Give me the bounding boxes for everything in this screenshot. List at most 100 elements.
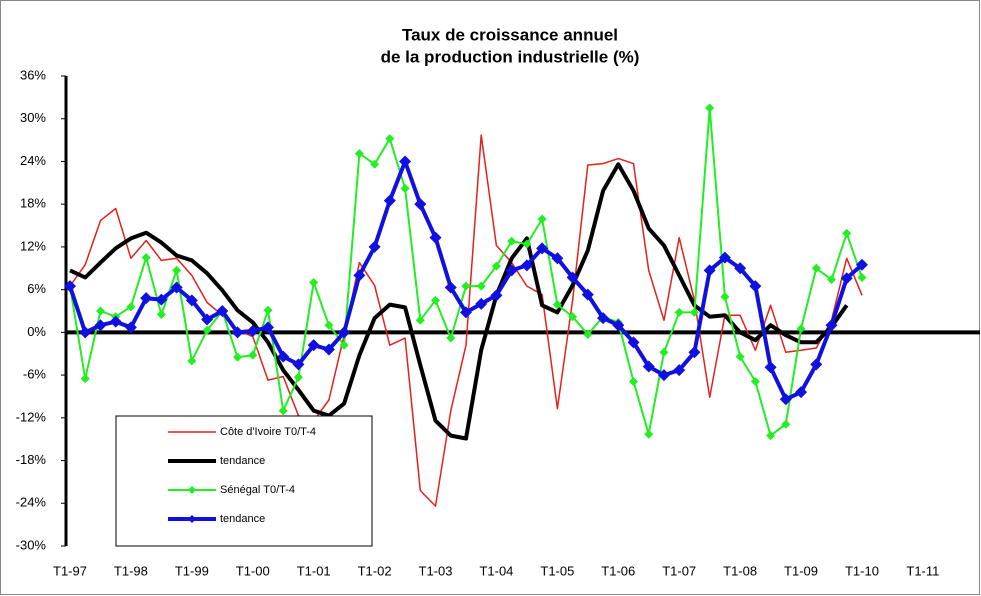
marker bbox=[705, 103, 715, 113]
marker bbox=[566, 271, 579, 284]
marker bbox=[353, 269, 366, 282]
marker bbox=[720, 292, 730, 302]
y-tick-label: 24% bbox=[20, 153, 46, 168]
marker bbox=[64, 280, 76, 293]
marker bbox=[811, 263, 821, 273]
x-tick-label: T1-99 bbox=[175, 563, 209, 578]
marker bbox=[551, 252, 564, 265]
legend-marker bbox=[188, 515, 196, 523]
marker bbox=[537, 214, 547, 224]
marker bbox=[536, 242, 549, 255]
marker bbox=[491, 261, 501, 271]
marker bbox=[399, 155, 412, 168]
y-tick-label: 6% bbox=[27, 281, 46, 296]
marker bbox=[368, 240, 381, 253]
marker bbox=[552, 300, 562, 310]
marker bbox=[644, 429, 654, 439]
marker bbox=[629, 377, 639, 386]
x-tick-label: T1-08 bbox=[723, 563, 757, 578]
marker bbox=[80, 374, 90, 384]
marker bbox=[764, 361, 777, 374]
y-tick-label: -18% bbox=[16, 452, 47, 467]
marker bbox=[781, 419, 791, 429]
x-tick-label: T1-01 bbox=[297, 563, 331, 578]
marker bbox=[568, 312, 578, 322]
marker bbox=[688, 346, 701, 359]
marker bbox=[749, 280, 762, 293]
marker bbox=[795, 386, 808, 399]
marker bbox=[202, 325, 212, 335]
marker bbox=[309, 278, 319, 288]
marker bbox=[307, 339, 320, 352]
marker bbox=[718, 251, 731, 264]
marker bbox=[674, 307, 684, 317]
marker bbox=[292, 358, 305, 371]
marker bbox=[446, 333, 456, 343]
marker bbox=[354, 149, 364, 159]
marker bbox=[187, 356, 197, 366]
marker bbox=[231, 326, 244, 339]
marker bbox=[185, 294, 198, 307]
x-tick-label: T1-03 bbox=[419, 563, 453, 578]
marker bbox=[459, 306, 472, 319]
marker bbox=[261, 321, 274, 334]
series-line bbox=[69, 162, 849, 441]
marker bbox=[278, 406, 288, 416]
marker bbox=[277, 350, 290, 363]
chart-subtitle: de la production industrielle (%) bbox=[381, 47, 640, 66]
marker bbox=[370, 159, 380, 169]
marker bbox=[659, 347, 669, 357]
marker bbox=[505, 264, 518, 277]
marker bbox=[444, 281, 457, 294]
marker bbox=[750, 377, 760, 386]
x-tick-label: T1-97 bbox=[53, 563, 87, 578]
marker bbox=[415, 315, 425, 325]
marker bbox=[627, 336, 640, 349]
marker bbox=[339, 340, 349, 350]
legend: Côte d'Ivoire T0/T-4 tendance Sénégal T0/T… bbox=[115, 415, 373, 547]
marker bbox=[431, 295, 441, 305]
marker bbox=[476, 281, 486, 291]
legend-label: tendance bbox=[220, 513, 265, 525]
marker bbox=[414, 198, 427, 211]
marker bbox=[263, 305, 273, 315]
marker bbox=[94, 319, 107, 332]
marker bbox=[172, 265, 182, 275]
y-tick-label: 36% bbox=[20, 67, 46, 82]
marker bbox=[597, 312, 610, 325]
x-tick-label: T1-00 bbox=[236, 563, 270, 578]
marker bbox=[155, 293, 168, 306]
marker bbox=[109, 315, 122, 328]
marker bbox=[796, 324, 806, 334]
marker bbox=[612, 319, 625, 332]
marker bbox=[475, 297, 488, 310]
marker bbox=[507, 236, 517, 246]
chart-title: Taux de croissance annuel bbox=[402, 25, 618, 44]
marker bbox=[246, 324, 259, 337]
legend-marker bbox=[188, 486, 196, 494]
marker bbox=[703, 264, 716, 277]
marker bbox=[126, 302, 136, 312]
marker bbox=[766, 431, 776, 441]
marker bbox=[293, 372, 303, 382]
legend-label: Côte d'Ivoire T0/T-4 bbox=[220, 426, 316, 438]
y-tick-label: 18% bbox=[20, 196, 46, 211]
marker bbox=[734, 262, 747, 275]
marker bbox=[855, 258, 868, 271]
marker bbox=[461, 281, 471, 291]
marker bbox=[490, 289, 503, 302]
y-tick-label: -6% bbox=[23, 367, 47, 382]
y-tick-label: -12% bbox=[16, 409, 47, 424]
y-tick-label: 30% bbox=[20, 110, 46, 125]
marker bbox=[429, 231, 442, 244]
marker bbox=[810, 358, 823, 371]
marker bbox=[79, 326, 92, 339]
marker bbox=[141, 253, 151, 263]
marker bbox=[673, 364, 686, 377]
marker bbox=[642, 360, 655, 373]
marker bbox=[201, 313, 214, 326]
marker bbox=[825, 319, 838, 332]
legend-label: Sénégal T0/T-4 bbox=[220, 484, 295, 496]
marker bbox=[857, 273, 867, 283]
